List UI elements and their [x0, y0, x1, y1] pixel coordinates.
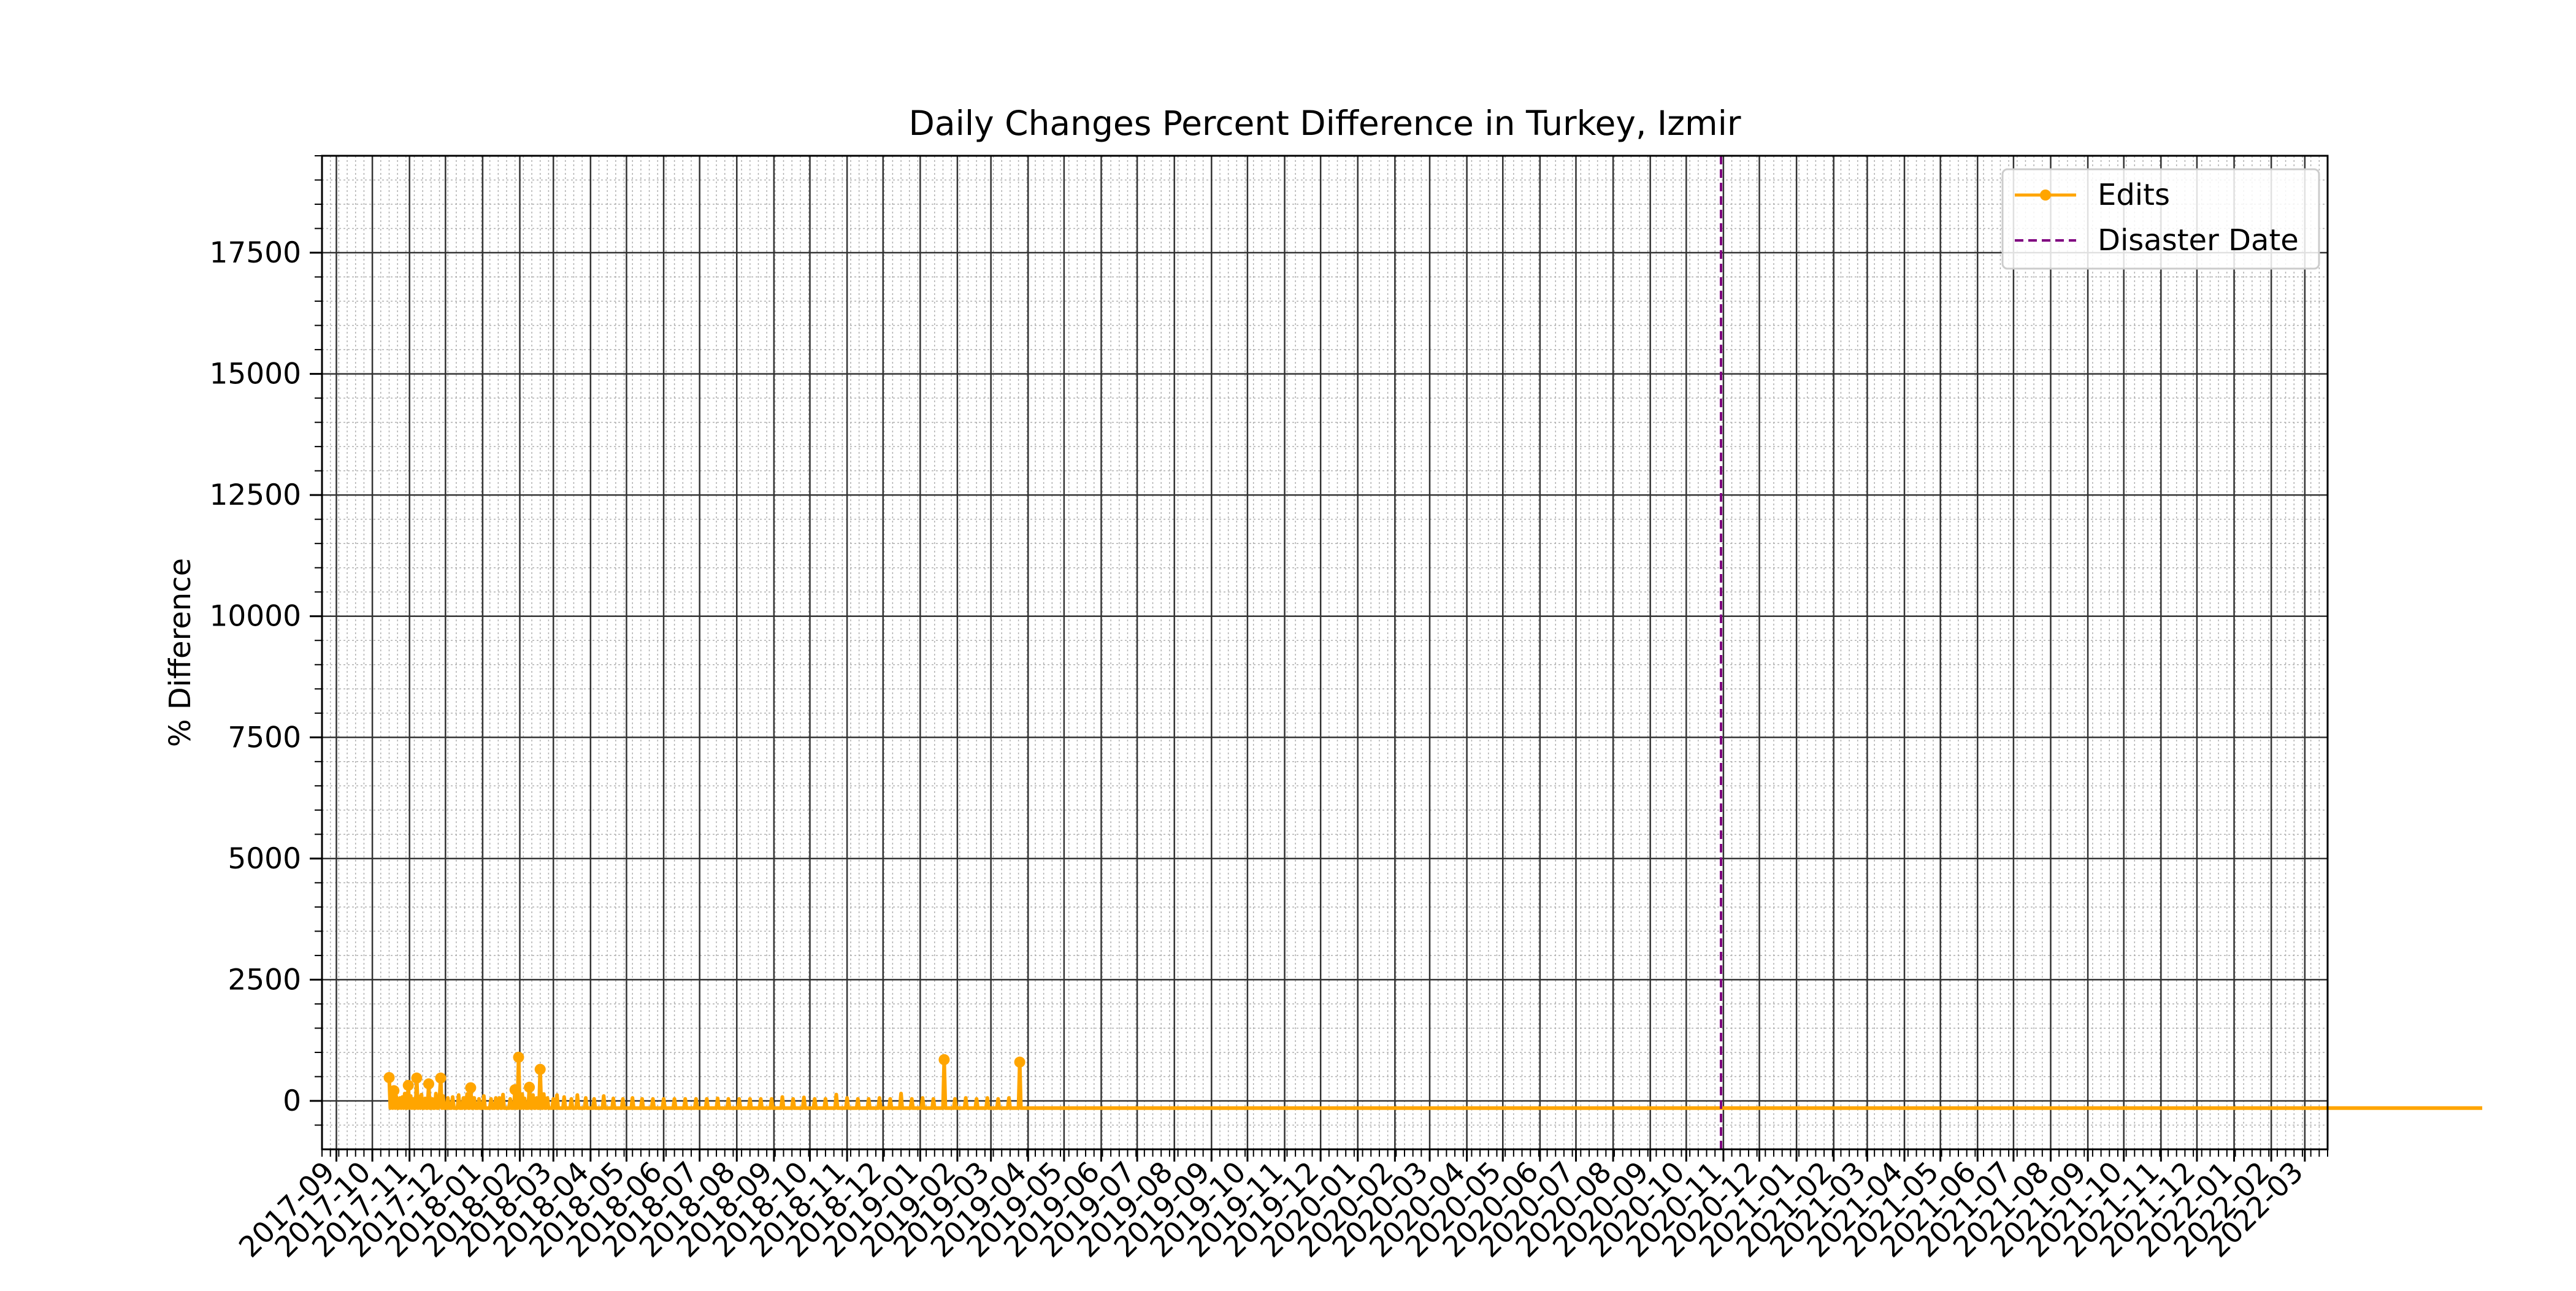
x-axis: 2017-092017-102017-112017-122018-012018-… [232, 1149, 2328, 1264]
legend-edits-label: Edits [2098, 178, 2170, 212]
legend-disaster-label: Disaster Date [2098, 223, 2299, 258]
y-tick-label: 10000 [209, 600, 301, 634]
edits-point [513, 1051, 524, 1063]
edits-point [411, 1072, 423, 1084]
y-tick-label: 12500 [209, 478, 301, 512]
y-axis-label: % Difference [163, 558, 197, 747]
y-tick-label: 5000 [228, 842, 301, 876]
edits-series-line [387, 1055, 2483, 1110]
edits-point [534, 1063, 546, 1075]
edits-point [1014, 1056, 1025, 1068]
edits-point [402, 1079, 414, 1091]
edits-point [524, 1081, 535, 1093]
y-tick-label: 0 [283, 1084, 301, 1118]
edits-point [435, 1072, 447, 1084]
chart-title: Daily Changes Percent Difference in Turk… [909, 104, 1741, 143]
plot-series [383, 156, 2483, 1149]
y-tick-label: 7500 [228, 721, 301, 754]
legend-box [2001, 168, 2320, 270]
legend: Edits Disaster Date [2001, 168, 2320, 270]
y-tick-label: 15000 [209, 358, 301, 391]
legend-edits-marker [2040, 190, 2051, 201]
plot-frame [321, 155, 2329, 1151]
edits-point [938, 1054, 950, 1065]
edits-point [465, 1082, 477, 1094]
edits-point [388, 1085, 400, 1097]
y-axis: 0 2500 5000 7500 10000 12500 15000 17500 [209, 155, 322, 1126]
edits-point [509, 1084, 521, 1095]
edits-series-markers [383, 1051, 1025, 1097]
y-tick-label: 17500 [209, 236, 301, 270]
edits-point [383, 1072, 395, 1083]
edits-point [423, 1078, 434, 1090]
y-tick-label: 2500 [228, 963, 301, 997]
major-grid [322, 156, 2328, 1149]
